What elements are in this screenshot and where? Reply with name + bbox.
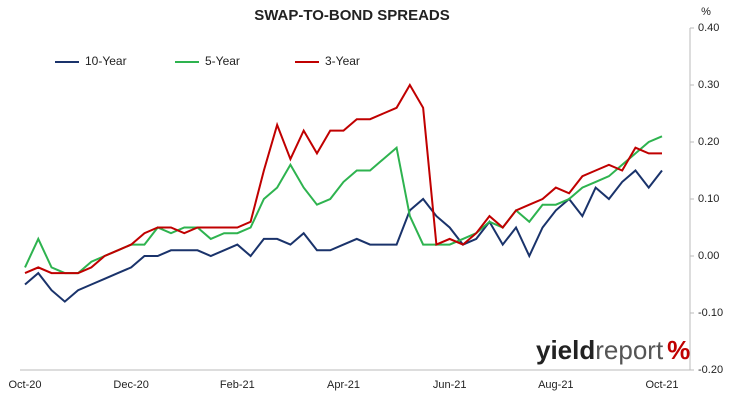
y-tick-label: 0.10 — [698, 193, 719, 205]
y-tick-label: 0.30 — [698, 79, 719, 91]
y-tick-label: 0.40 — [698, 22, 719, 34]
y-tick-label: -0.20 — [698, 364, 723, 376]
x-tick-label: Oct-20 — [8, 379, 41, 391]
logo: yieldreport% — [536, 335, 690, 365]
y-tick-label: 0.20 — [698, 136, 719, 148]
x-tick-label: Oct-21 — [645, 379, 678, 391]
x-tick-label: Dec-20 — [113, 379, 148, 391]
x-tick-label: Feb-21 — [220, 379, 255, 391]
x-tick-label: Apr-21 — [327, 379, 360, 391]
y-unit: % — [701, 6, 711, 18]
chart-title: SWAP-TO-BOND SPREADS — [254, 7, 450, 24]
logo-word: report — [595, 335, 664, 365]
logo-symbol: % — [667, 335, 690, 365]
logo-word: yield — [536, 335, 595, 365]
y-tick-label: 0.00 — [698, 250, 719, 262]
series-line — [24, 135, 663, 275]
series-line — [24, 83, 662, 275]
series-line — [24, 169, 663, 303]
x-tick-label: Jun-21 — [433, 379, 467, 391]
y-tick-label: -0.10 — [698, 307, 723, 319]
legend-label: 10-Year — [85, 54, 127, 68]
x-tick-label: Aug-21 — [538, 379, 573, 391]
legend-label: 5-Year — [205, 54, 240, 68]
legend-label: 3-Year — [325, 54, 360, 68]
